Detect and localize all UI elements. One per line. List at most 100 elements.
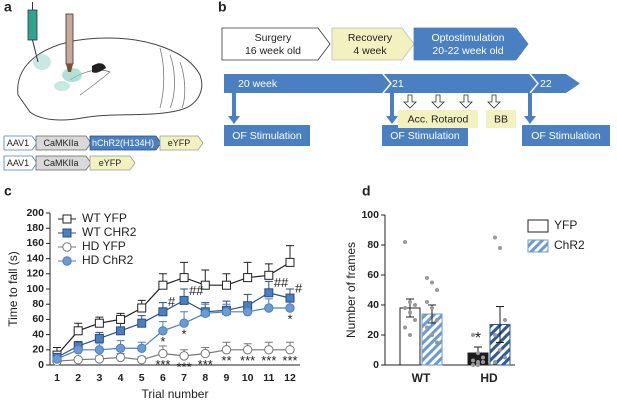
error-bar <box>496 306 504 343</box>
data-point <box>425 300 429 304</box>
data-point <box>476 360 480 364</box>
x-tick-label: 2 <box>75 372 81 384</box>
data-point <box>413 318 417 322</box>
y-tick-label: 180 <box>26 222 44 234</box>
marker <box>179 318 189 328</box>
marker <box>115 352 126 363</box>
marker <box>200 308 210 319</box>
y-tick-label: 160 <box>26 237 44 249</box>
data-point <box>425 276 429 280</box>
y-tick-label: 100 <box>26 283 44 295</box>
panel-label: a <box>4 0 12 15</box>
y-tick-label: 0 <box>373 359 379 371</box>
hollow-arrow <box>487 94 501 109</box>
timeline-chevron <box>382 73 392 94</box>
significance-label: ** <box>221 353 231 368</box>
x-tick-label: WT <box>412 371 431 385</box>
legend-label: ChR2 <box>554 238 585 252</box>
week-label: 20 week <box>238 78 278 90</box>
phase-label: Optostimulation <box>432 32 505 44</box>
construct-label: eYFP <box>99 158 122 168</box>
construct-label: CaMKIIa <box>43 138 78 148</box>
data-point <box>481 355 485 360</box>
construct-label: CaMKIIa <box>43 158 78 168</box>
data-point <box>408 310 412 315</box>
marker <box>285 345 295 355</box>
construct-part <box>35 155 92 171</box>
legend-label: WT CHR2 <box>82 225 137 239</box>
data-point <box>476 351 480 355</box>
phase-box <box>413 27 529 61</box>
data-point <box>408 333 412 337</box>
marker <box>179 273 189 283</box>
legend-swatch <box>527 219 549 233</box>
y-axis-label: Time to fall (s) <box>6 251 20 327</box>
marker <box>221 307 232 317</box>
phase-label: 4 week <box>353 45 387 57</box>
phase-label: Recovery <box>348 32 393 44</box>
marker <box>242 345 253 355</box>
stim-box <box>382 125 468 146</box>
significance-label: *** <box>282 353 297 368</box>
marker <box>116 314 126 324</box>
brain-sketch <box>17 2 203 121</box>
stim-label: OF Stimulation <box>390 130 460 142</box>
y-tick-label: 20 <box>32 344 44 356</box>
phase-box <box>331 27 415 61</box>
x-tick-label: 8 <box>202 372 208 384</box>
legend-swatch <box>527 239 549 253</box>
x-tick-label: 1 <box>54 372 60 384</box>
phase-box <box>221 27 331 61</box>
marker <box>158 307 168 317</box>
marker <box>264 303 274 313</box>
panel-label: c <box>4 183 12 199</box>
marker <box>221 345 232 355</box>
marker <box>73 345 83 355</box>
significance-label: *** <box>198 357 213 372</box>
construct-part <box>159 135 204 151</box>
legend-label: HD ChR2 <box>82 253 134 267</box>
legend-label: WT YFP <box>82 211 127 225</box>
series-line <box>56 307 290 360</box>
phase-label: 20-22 week old <box>432 45 503 57</box>
x-tick-label: 4 <box>118 372 124 384</box>
x-tick-label: 12 <box>284 372 296 384</box>
marker <box>200 348 210 359</box>
marker <box>52 354 62 364</box>
down-arrow <box>232 93 236 118</box>
construct-part <box>89 135 162 151</box>
marker <box>62 228 72 238</box>
construct-part <box>3 155 38 171</box>
y-tick-label: 0 <box>38 359 44 371</box>
timeline-bar <box>224 74 580 93</box>
marker <box>285 303 295 313</box>
significance-label: * <box>182 327 187 342</box>
data-point <box>430 333 434 337</box>
x-tick-label: 6 <box>160 372 166 384</box>
marker <box>73 326 83 336</box>
legend-label: YFP <box>554 218 577 232</box>
significance-label: ## <box>274 275 289 290</box>
y-tick-label: 40 <box>32 328 44 340</box>
construct-part <box>89 155 136 171</box>
data-point <box>413 303 417 307</box>
data-point <box>430 306 434 310</box>
marker <box>137 303 147 313</box>
significance-label: *** <box>261 353 276 368</box>
marker <box>285 257 295 267</box>
hollow-arrow <box>459 94 473 109</box>
y-tick-label: 200 <box>26 207 44 219</box>
marker <box>179 351 189 361</box>
y-tick-label: 40 <box>367 299 379 311</box>
x-tick-label: 9 <box>224 372 230 384</box>
construct-label: eYFP <box>168 138 191 148</box>
stim-box <box>224 125 310 146</box>
marker <box>200 280 210 290</box>
marker <box>158 326 168 336</box>
marker <box>285 293 295 303</box>
y-tick-label: 100 <box>361 209 379 221</box>
significance-label: * <box>160 334 165 349</box>
data-point <box>493 333 497 337</box>
data-point <box>425 325 429 330</box>
y-tick-label: 60 <box>32 313 44 325</box>
